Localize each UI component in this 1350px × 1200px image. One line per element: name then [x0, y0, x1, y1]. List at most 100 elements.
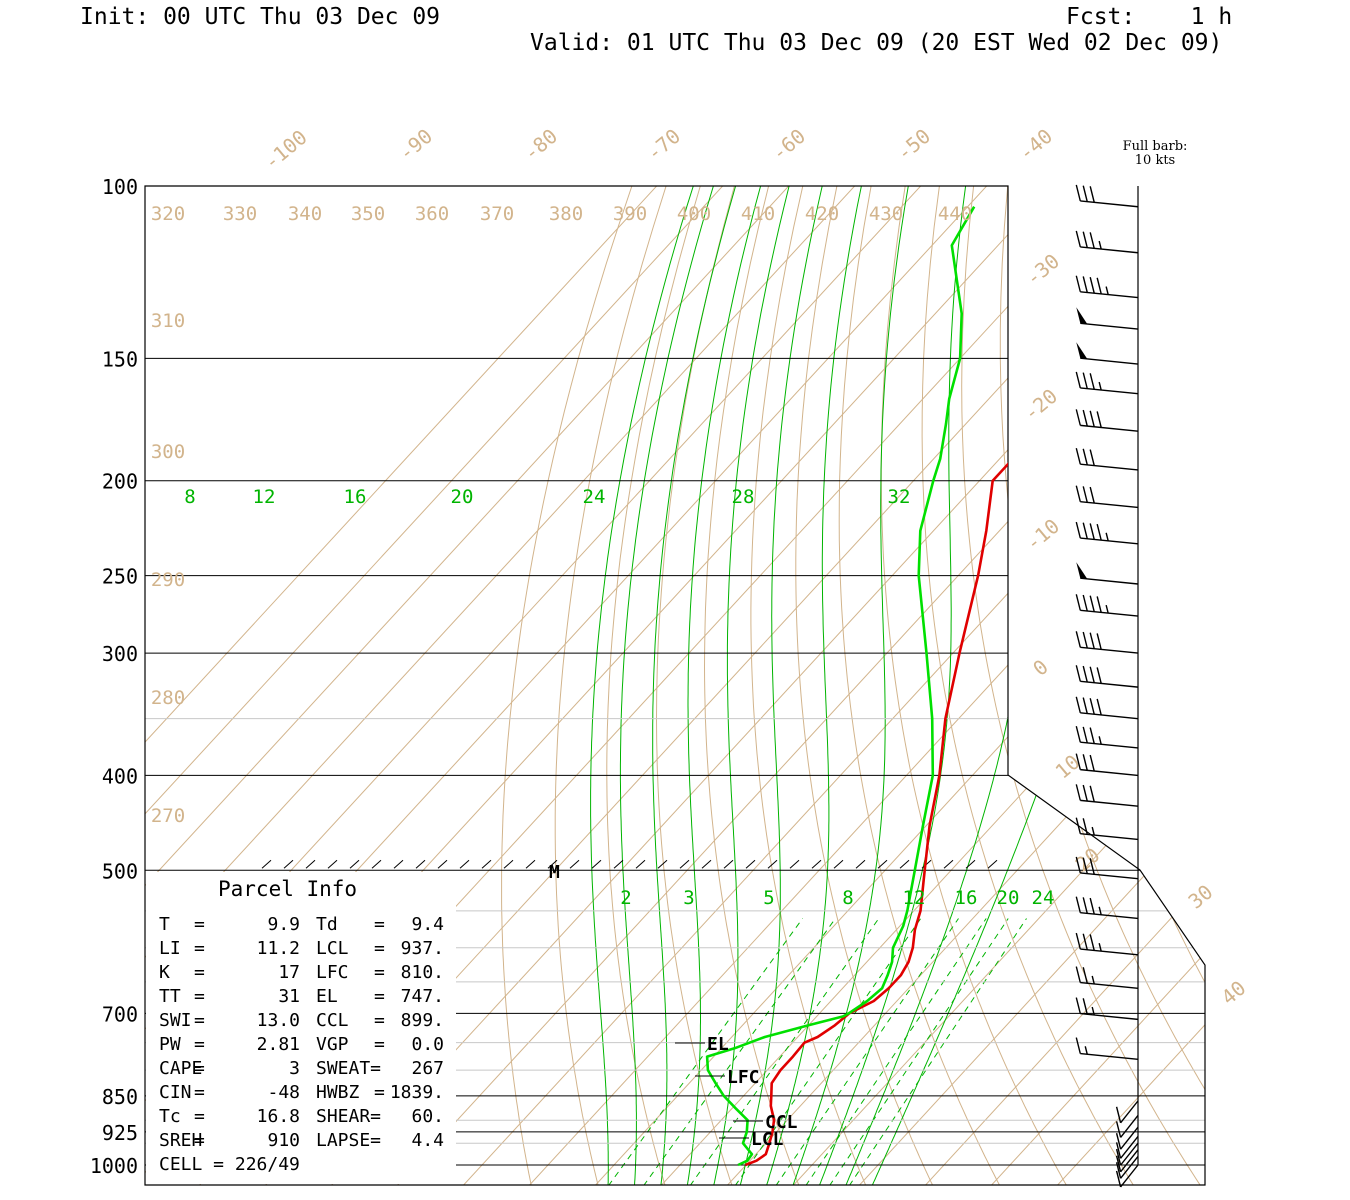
wind-barb [1115, 1135, 1139, 1159]
hatch-mark [305, 859, 316, 869]
parcel-eq: = [194, 1082, 205, 1103]
wind-barb [1075, 521, 1139, 545]
dry-adiabat-label: 430 [869, 203, 903, 225]
parcel-key: Td [316, 914, 338, 935]
wind-barb [1075, 371, 1139, 395]
dry-adiabat [795, 186, 934, 1185]
wind-barb [1075, 753, 1139, 777]
parcel-value: 16.8 [257, 1106, 300, 1127]
dry-adiabat-label: 420 [805, 203, 839, 225]
parcel-title: Parcel Info [218, 877, 357, 901]
mixing-ratio-label: 12 [903, 887, 926, 909]
hatch-mark [745, 859, 756, 869]
parcel-key: CAPE [159, 1058, 202, 1079]
parcel-value: 910 [267, 1130, 300, 1151]
wind-barb [1075, 184, 1139, 208]
parcel-value: 937. [401, 938, 444, 959]
wind-barb [1115, 1115, 1139, 1138]
annotation-lfc: LFC [727, 1067, 760, 1088]
hatch-mark [459, 859, 470, 869]
isotherm-label: -80 [519, 124, 562, 166]
parcel-value: 810. [401, 962, 444, 983]
hatch-mark [415, 859, 426, 869]
isotherm-label: -70 [642, 124, 685, 166]
isotherm-label: -90 [394, 124, 437, 166]
hatch-mark [811, 859, 822, 869]
isotherm-label: -20 [1019, 384, 1062, 426]
hatch-mark [833, 859, 844, 869]
mixing-ratio-label: 3 [683, 887, 694, 909]
pressure-label: 850 [102, 1085, 138, 1109]
parcel-eq: = [374, 914, 385, 935]
isotherm-label: 40 [1217, 976, 1251, 1010]
pressure-label: 300 [102, 642, 138, 666]
mixing-ratio-label: 16 [955, 887, 978, 909]
parcel-key: CIN [159, 1082, 192, 1103]
dry-adiabat [750, 186, 867, 1185]
parcel-value: 0.0 [411, 1034, 444, 1055]
annotation-m: M [549, 862, 560, 883]
dry-adiabat-label: 280 [151, 687, 185, 709]
wind-barb [1075, 631, 1139, 654]
hatch-mark [569, 859, 580, 869]
wind-barb [1115, 1155, 1139, 1179]
saturated-adiabat-label: 8 [184, 486, 195, 508]
pressure-label: 150 [102, 347, 138, 371]
dry-adiabat [606, 186, 701, 1185]
pressure-label: 700 [102, 1002, 138, 1026]
mixing-ratio-line [848, 918, 1027, 1185]
mixing-ratio-label: 24 [1032, 887, 1055, 909]
hatch-mark [481, 859, 492, 869]
wind-barb [1076, 562, 1139, 585]
isotherm-label: -60 [767, 124, 810, 166]
pressure-label: 400 [102, 764, 138, 788]
wind-barb [1075, 856, 1139, 880]
annotation-ccl: CCL [765, 1112, 798, 1133]
saturated-adiabat-label: 20 [451, 486, 474, 508]
parcel-eq: = [194, 1130, 205, 1151]
hatch-mark [965, 859, 976, 869]
parcel-value: -48 [267, 1082, 300, 1103]
wind-barb [1075, 932, 1139, 956]
dry-adiabat-label: 330 [223, 203, 257, 225]
pressure-label: 500 [102, 859, 138, 883]
parcel-cell: CELL = 226/49 [159, 1154, 300, 1175]
parcel-value: 31 [278, 986, 300, 1007]
parcel-panel-bg [146, 872, 456, 1184]
parcel-key: LAPSE= [316, 1130, 381, 1151]
valid-time-label: Valid: 01 UTC Thu 03 Dec 09 (20 EST Wed … [530, 30, 1223, 56]
dry-adiabat-label: 340 [288, 203, 322, 225]
init-time-label: Init: 00 UTC Thu 03 Dec 09 [80, 4, 441, 30]
saturated-adiabat-label: 16 [344, 486, 367, 508]
dry-adiabat-label: 380 [549, 203, 583, 225]
wind-barb [1075, 594, 1139, 617]
dry-adiabat-label: 360 [415, 203, 449, 225]
saturated-adiabat [818, 186, 967, 1185]
dry-adiabat [1109, 186, 1205, 1185]
isotherm-label: -10 [1021, 514, 1064, 556]
isotherm-label: 30 [1184, 880, 1218, 914]
parcel-value: 60. [411, 1106, 444, 1127]
parcel-key: HWBZ [316, 1082, 360, 1103]
saturated-adiabat-label: 24 [583, 486, 606, 508]
isotherm [145, 186, 810, 1185]
dry-adiabat [655, 186, 735, 1185]
hatch-mark [987, 859, 998, 869]
wind-barb [1075, 784, 1139, 807]
barb-legend-line2: 10 kts [1134, 153, 1176, 168]
isotherm [660, 186, 1205, 1185]
parcel-eq: = [374, 962, 385, 983]
dry-adiabat-label: 390 [613, 203, 647, 225]
isotherm [330, 186, 1205, 1185]
parcel-eq: = [194, 962, 205, 983]
isotherm-label: -100 [259, 125, 311, 174]
sounding-profiles [705, 206, 1161, 1167]
parcel-key: TT [159, 986, 181, 1007]
parcel-key: T [159, 914, 170, 935]
dry-adiabat-label: 300 [151, 441, 185, 463]
saturated-adiabat [652, 186, 737, 1185]
pressure-label: 100 [102, 175, 138, 199]
dry-adiabat [1213, 186, 1350, 1186]
saturated-adiabat-label: 28 [732, 486, 755, 508]
